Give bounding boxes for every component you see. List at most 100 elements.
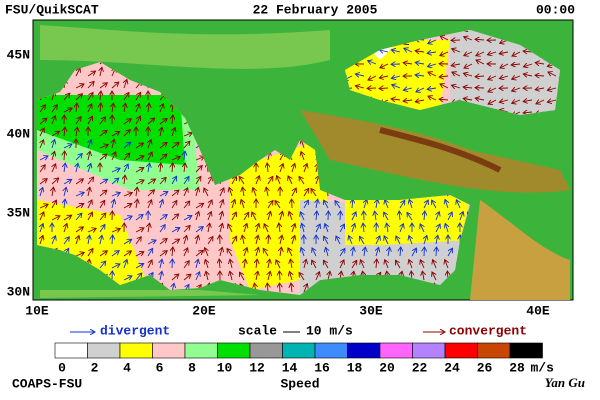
wind-arrow [447,248,452,257]
wind-arrow [267,200,273,209]
wind-arrow [40,224,43,233]
wind-arrow [391,76,401,78]
wind-arrow [355,86,365,88]
wind-arrow [136,199,138,209]
wind-arrow [52,151,55,161]
wind-arrow [207,236,213,245]
wind-arrow [160,163,161,173]
wind-arrow [76,103,77,113]
wind-arrow [206,271,208,281]
wind-arrow [385,200,388,209]
colorbar-swatch [217,342,251,359]
wind-arrow [451,85,461,88]
wind-arrow [111,131,120,137]
wind-arrow [303,200,308,209]
wind-arrow [240,272,245,281]
wind-arrow [52,116,55,125]
wind-arrow [64,187,66,197]
wind-arrow [159,119,167,125]
divergent-label: divergent [100,323,170,338]
wind-arrow [63,144,72,149]
wind-arrow [407,213,413,221]
wind-arrow [99,224,105,233]
wind-arrow [52,164,56,173]
wind-arrow [75,192,84,196]
wind-arrow [244,259,245,269]
wind-arrow [63,237,69,245]
wind-arrow [40,212,44,221]
wind-arrow [535,63,545,64]
wind-arrow [99,251,107,257]
colorbar-swatch [87,342,121,359]
wind-arrow [148,200,152,209]
wind-arrow [280,211,283,221]
wind-arrow [219,259,220,269]
wind-arrow [535,88,545,90]
wind-arrow [99,200,105,209]
wind-arrow [88,187,90,197]
wind-arrow [256,271,258,281]
wind-arrow [388,247,390,257]
colorbar-tick: 20 [379,360,395,375]
wind-arrow [415,62,425,64]
wind-arrow [124,103,126,113]
wind-arrow [304,284,307,293]
colorbar-tick: 8 [188,360,196,375]
wind-arrow [220,223,222,233]
institution: COAPS-FSU [12,376,82,391]
wind-arrow [268,271,270,281]
wind-arrow [123,204,132,209]
wind-arrow [160,199,163,209]
wind-arrow [148,223,150,233]
wind-arrow [112,152,116,161]
wind-arrow [159,225,165,233]
wind-arrow [242,235,244,245]
wind-arrow [135,228,144,233]
wind-arrow [159,192,168,197]
wind-arrow [100,235,102,245]
wind-arrow [379,50,389,52]
wind-arrow [147,260,152,269]
wind-arrow [123,130,130,137]
wind-arrow [171,200,177,209]
wind-arrow [124,260,127,269]
wind-arrow [111,264,120,269]
wind-arrow [75,252,84,256]
wind-arrow [266,187,268,197]
wind-arrow [195,203,204,209]
wind-arrow [385,260,388,269]
wind-arrow [523,112,533,113]
colorbar: 0 2 4 6 8 10 12 14 16 18 20 22 24 26 28 m/s [54,342,555,375]
wind-arrow [63,93,70,101]
wind-arrow [500,63,509,68]
lat-label: 30N [7,284,30,299]
wind-arrow [512,100,521,103]
colorbar-swatch [249,342,283,359]
wind-arrow [184,248,188,257]
wind-arrow [183,216,192,221]
wind-arrow [111,82,119,89]
wind-arrow [135,168,144,173]
wind-arrow [339,248,345,257]
wind-arrow [196,259,198,269]
wind-arrow [159,142,167,149]
wind-arrow [244,248,247,257]
wind-arrow [355,74,365,76]
wind-arrow [336,236,341,245]
wind-arrow [363,223,364,233]
wind-arrow [63,215,72,221]
wind-arrow [523,51,533,52]
wind-arrow [205,248,208,257]
wind-arrow [267,176,273,185]
wind-arrow [135,156,144,161]
wind-arrow [64,163,65,173]
wind-arrow [447,212,452,221]
lat-label: 45N [7,47,30,62]
colorbar-unit: m/s [531,360,555,375]
wind-arrow [220,247,222,257]
wind-arrow [384,212,389,221]
wind-arrow [256,247,259,257]
wind-arrow [439,76,449,77]
wind-arrow [99,117,106,125]
wind-arrow [488,88,497,92]
